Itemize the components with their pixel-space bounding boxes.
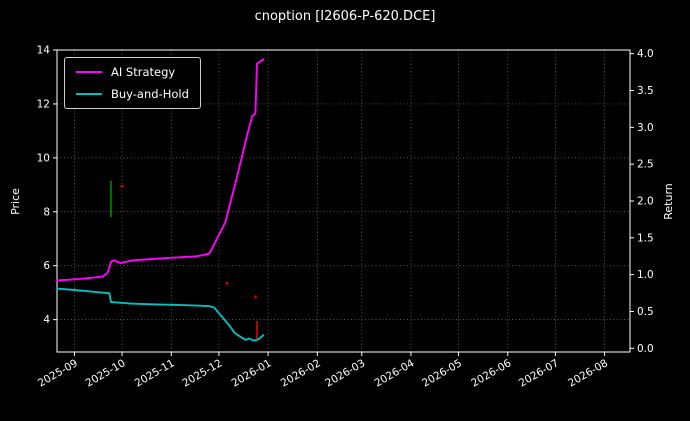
legend-swatch-ai-strategy [76,71,102,73]
y-tick-label-left: 14 [37,45,51,57]
annotation-dot [253,295,257,299]
y-tick-label-right: 2.0 [637,196,654,208]
y-tick-label-right: 0.5 [637,306,654,318]
x-tick-label: 2026-08 [566,357,610,389]
y-tick-label-right: 1.5 [637,232,654,244]
legend-item-ai-strategy: AI Strategy [76,65,189,79]
x-tick-label: 2026-02 [279,357,323,389]
legend-swatch-buy-and-hold [76,93,102,95]
y-tick-label-left: 6 [43,260,50,272]
annotation-dot [120,184,124,188]
x-tick-label: 2026-07 [517,357,561,389]
x-tick-label: 2026-01 [230,357,274,389]
y-tick-label-right: 0.0 [637,343,654,355]
x-tick-label: 2026-03 [323,357,367,389]
y-tick-label-left: 4 [43,314,50,326]
x-tick-label: 2025-10 [84,357,128,389]
annotation-dot [225,281,229,285]
series-line-1 [56,287,265,342]
y-tick-label-left: 10 [37,152,50,164]
legend-label-buy-and-hold: Buy-and-Hold [111,87,189,101]
x-tick-label: 2026-06 [469,357,513,389]
x-tick-label: 2026-04 [372,357,416,389]
y-axis-label-price: Price [8,188,22,215]
legend-item-buy-and-hold: Buy-and-Hold [76,87,189,101]
y-tick-label-right: 3.5 [637,85,654,97]
chart-title: cnoption [I2606-P-620.DCE] [254,9,436,24]
plot-border [56,49,631,353]
series-line-0 [56,58,265,282]
legend-label-ai-strategy: AI Strategy [111,65,176,79]
y-tick-label-left: 12 [37,98,50,110]
y-tick-label-right: 4.0 [637,48,654,60]
x-tick-label: 2025-12 [180,357,224,389]
y-axis-label-return: Return [661,183,675,220]
legend: AI Strategy Buy-and-Hold [64,57,201,109]
y-tick-label-right: 2.5 [637,159,654,171]
x-tick-label: 2026-05 [420,357,464,389]
y-tick-label-right: 3.0 [637,122,654,134]
y-tick-label-right: 1.0 [637,269,654,281]
x-tick-label: 2025-09 [36,357,80,389]
x-tick-label: 2025-11 [133,357,177,389]
y-tick-label-left: 8 [43,206,50,218]
